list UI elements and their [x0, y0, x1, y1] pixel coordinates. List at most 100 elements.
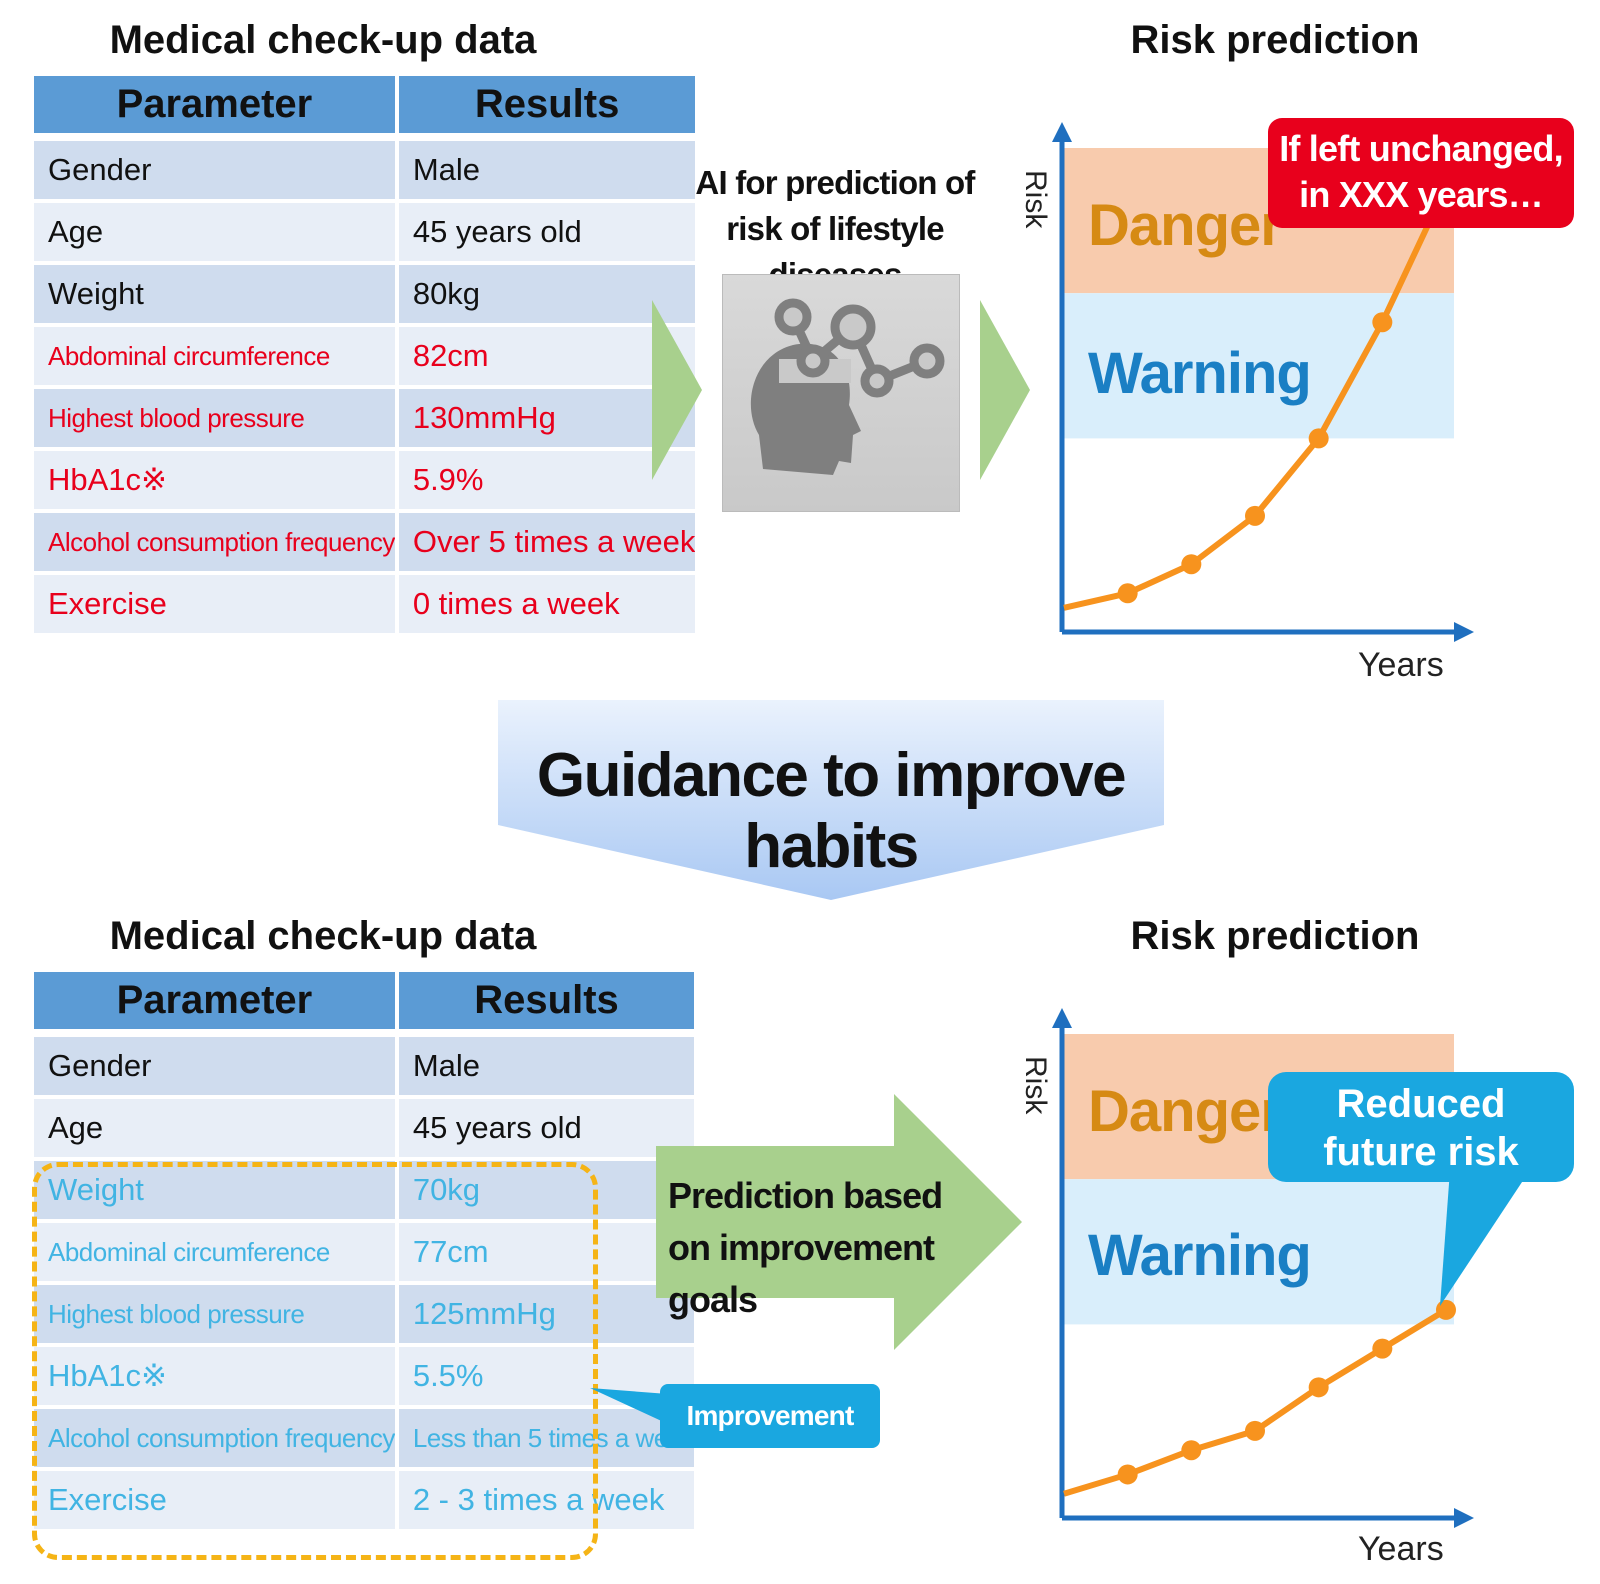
top-risk-title: Risk prediction — [1130, 18, 1420, 62]
result-cell: Less than 5 times a week — [398, 1409, 695, 1467]
header-results: Results — [398, 972, 695, 1029]
bottom-y-axis-label: Risk — [1019, 1056, 1052, 1115]
risk-point — [1372, 1338, 1393, 1359]
risk-line — [1063, 1307, 1448, 1497]
parameter-cell: Highest blood pressure — [34, 389, 395, 447]
parameter-cell: Weight — [34, 1161, 395, 1219]
ai-label: AI for prediction of risk of lifestyle d… — [695, 164, 975, 293]
y-axis-arrowhead — [1052, 1008, 1072, 1028]
parameter-cell: Alcohol consumption frequency — [34, 1409, 395, 1467]
risk-point — [1372, 312, 1393, 333]
parameter-cell: Age — [34, 1099, 395, 1157]
prediction-label-text: Prediction based on improvement goals — [668, 1175, 943, 1320]
table-row: Weight 70kg — [34, 1161, 695, 1219]
improvement-goals-outline — [32, 1162, 598, 1560]
header-parameter: Parameter — [34, 972, 395, 1029]
result-cell: Male — [398, 141, 696, 199]
result-cell: 5.9% — [398, 451, 696, 509]
bottom-danger-label: Danger — [1088, 1079, 1283, 1144]
prediction-arrow — [656, 1094, 1022, 1350]
table-row: Exercise 2 - 3 times a week — [34, 1471, 695, 1529]
guidance-arrow — [498, 700, 1164, 900]
bottom-risk-title: Risk prediction — [1130, 914, 1420, 958]
result-cell: 45 years old — [398, 1099, 695, 1157]
result-cell: 80kg — [398, 265, 696, 323]
top-table-body: Gender Male Age 45 years old Weight 80kg Abdom… — [34, 141, 696, 633]
top-y-axis-label: Risk — [1019, 170, 1052, 229]
table-row: Highest blood pressure 125mmHg — [34, 1285, 695, 1343]
guidance-text: Guidance to improve habits — [536, 741, 1127, 881]
table-row: Weight 80kg — [34, 265, 696, 323]
top-checkup-table: Parameter Results Gender Male Age 45 years … — [30, 72, 699, 637]
table-row: Alcohol consumption frequency Less than 5… — [34, 1409, 695, 1467]
table-row: Age 45 years old — [34, 203, 696, 261]
goal-pointer — [590, 1388, 668, 1424]
bottom-x-axis-label: Years — [1358, 1530, 1444, 1568]
result-cell: Male — [398, 1037, 695, 1095]
table-row: Age 45 years old — [34, 1099, 695, 1157]
table-row: Abdominal circumference 82cm — [34, 327, 696, 385]
parameter-cell: Exercise — [34, 575, 395, 633]
ai-icon-box — [722, 274, 960, 512]
arrow-to-ai — [652, 300, 702, 480]
result-cell: 82cm — [398, 327, 696, 385]
table-row: Abdominal circumference 77cm — [34, 1223, 695, 1281]
parameter-cell: Highest blood pressure — [34, 1285, 395, 1343]
risk-point — [1117, 1464, 1138, 1485]
result-cell: 45 years old — [398, 203, 696, 261]
risk-point — [1181, 1440, 1202, 1461]
risk-point — [1308, 1377, 1329, 1398]
table-row: Gender Male — [34, 141, 696, 199]
x-axis-arrowhead — [1454, 1508, 1474, 1528]
parameter-cell: Age — [34, 203, 395, 261]
parameter-cell: Weight — [34, 265, 395, 323]
risk-point — [1245, 1420, 1265, 1441]
top-x-axis-label: Years — [1358, 646, 1444, 684]
parameter-cell: HbA1c※ — [34, 1347, 395, 1405]
prediction-label: Prediction based on improvement goals — [668, 1170, 978, 1326]
parameter-cell: Abdominal circumference — [34, 1223, 395, 1281]
table-row: Highest blood pressure 130mmHg — [34, 389, 696, 447]
arrow-to-chart — [980, 300, 1030, 480]
table-row: Gender Male — [34, 1037, 695, 1095]
improvement-goals-badge: Improvement goals — [660, 1384, 880, 1495]
parameter-cell: Exercise — [34, 1471, 395, 1529]
table-row: Alcohol consumption frequency Over 5 time… — [34, 513, 696, 571]
bottom-callout-text: Reduced future risk — [1323, 1082, 1519, 1174]
result-cell: 70kg — [398, 1161, 695, 1219]
ai-head-icon — [750, 298, 945, 475]
bottom-risk-chart — [1052, 1008, 1474, 1528]
header-results: Results — [398, 76, 696, 133]
warning-zone — [1064, 1179, 1454, 1325]
risk-point — [1245, 505, 1265, 526]
result-cell: 0 times a week — [398, 575, 696, 633]
bottom-callout-tail — [1440, 1170, 1530, 1306]
bottom-warning-label: Warning — [1088, 1223, 1312, 1288]
top-danger-label: Danger — [1088, 193, 1283, 258]
bottom-table-title: Medical check-up data — [109, 914, 537, 958]
top-table-title: Medical check-up data — [109, 18, 537, 62]
parameter-cell: Gender — [34, 141, 395, 199]
bottom-callout: Reduced future risk — [1268, 1072, 1574, 1182]
risk-point — [1117, 583, 1138, 604]
result-cell: 130mmHg — [398, 389, 696, 447]
result-cell: 2 - 3 times a week — [398, 1471, 695, 1529]
table-row: HbA1c※ 5.9% — [34, 451, 696, 509]
risk-point — [1436, 1299, 1456, 1320]
top-callout-text: If left unchanged, in XXX years… — [1279, 128, 1563, 215]
parameter-cell: Gender — [34, 1037, 395, 1095]
table-row: Exercise 0 times a week — [34, 575, 696, 633]
parameter-cell: Abdominal circumference — [34, 327, 395, 385]
top-warning-label: Warning — [1088, 341, 1312, 406]
risk-point — [1181, 554, 1202, 575]
result-cell: 77cm — [398, 1223, 695, 1281]
header-parameter: Parameter — [34, 76, 395, 133]
result-cell: Over 5 times a week — [398, 513, 696, 571]
parameter-cell: Alcohol consumption frequency — [34, 513, 395, 571]
parameter-cell: HbA1c※ — [34, 451, 395, 509]
risk-point — [1308, 428, 1329, 449]
top-callout: If left unchanged, in XXX years… — [1268, 118, 1574, 228]
y-axis-arrowhead — [1052, 122, 1072, 142]
result-cell: 125mmHg — [398, 1285, 695, 1343]
x-axis-arrowhead — [1454, 622, 1474, 642]
